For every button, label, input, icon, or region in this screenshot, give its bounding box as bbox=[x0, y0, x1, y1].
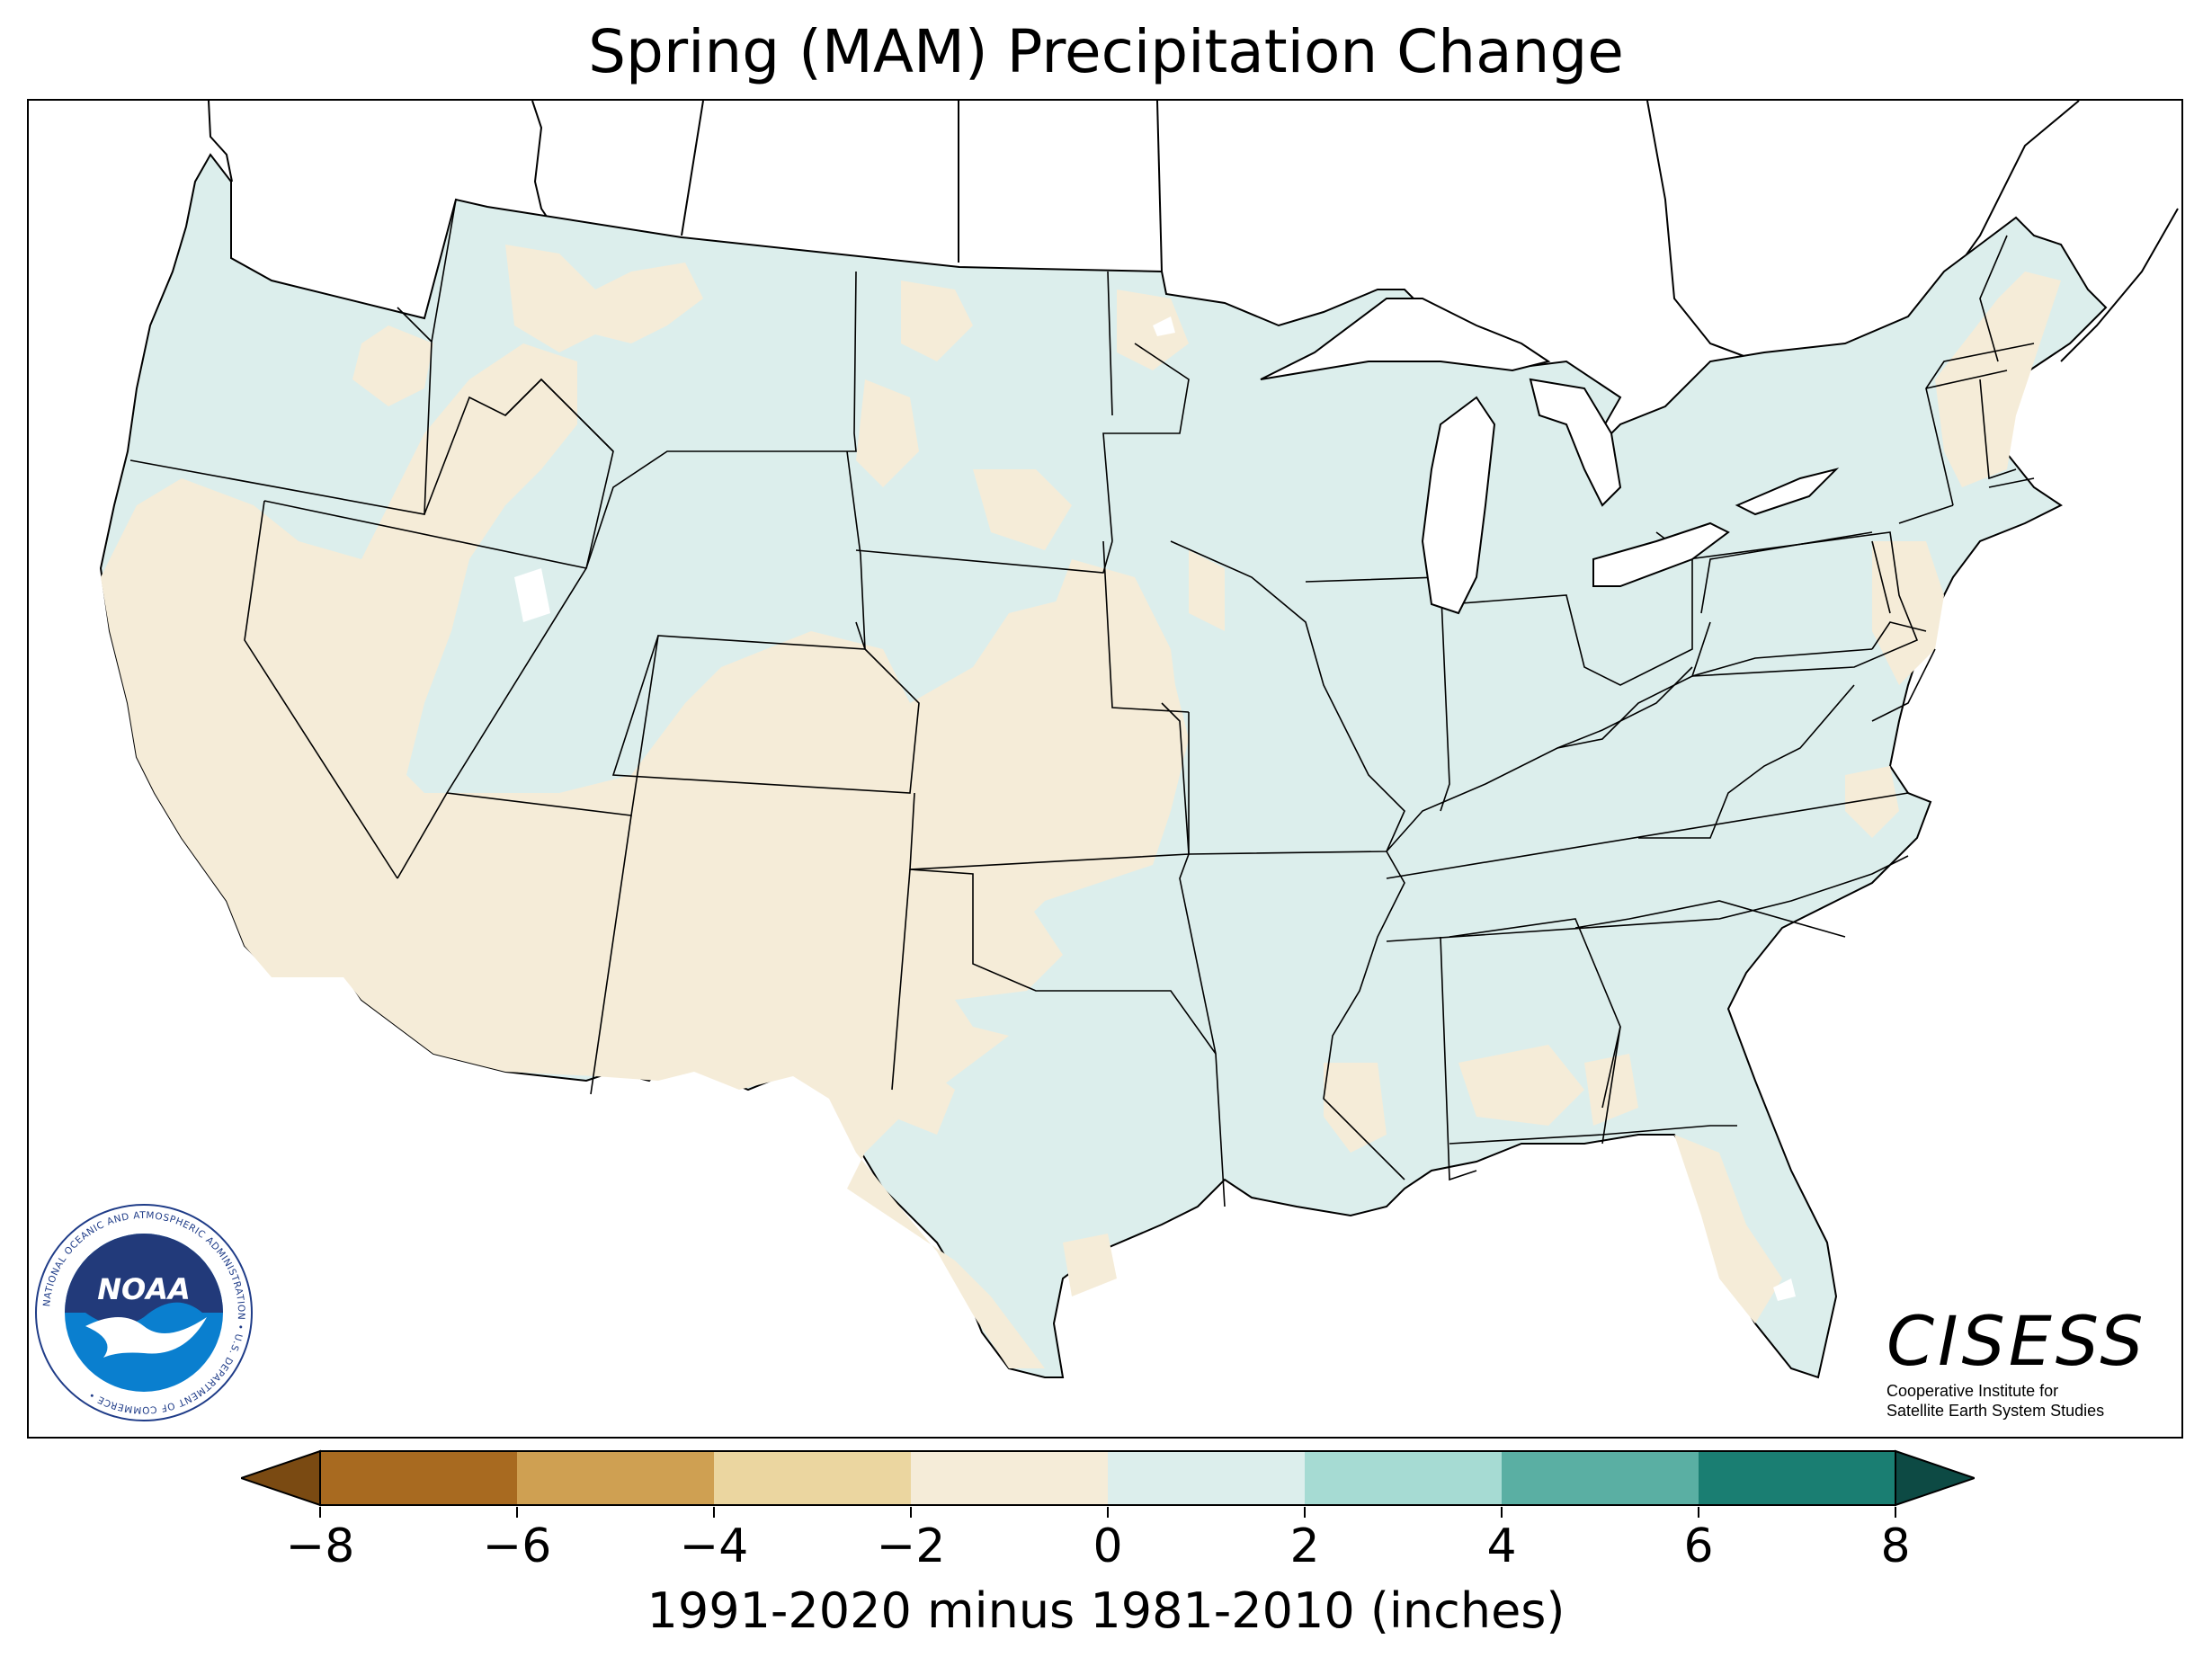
cisess-logo: CISESS Cooperative Institute for Satelli… bbox=[1886, 1305, 2156, 1421]
cisess-subtitle-1: Cooperative Institute for bbox=[1886, 1382, 2059, 1400]
colorbar bbox=[241, 1449, 1975, 1507]
border-manitoba-ontario bbox=[1156, 101, 1163, 272]
coastline-gulf-st-lawrence bbox=[2060, 208, 2179, 362]
map-title: Spring (MAM) Precipitation Change bbox=[588, 17, 1624, 86]
noaa-logo: NATIONAL OCEANIC AND ATMOSPHERIC ADMINIS… bbox=[31, 1200, 256, 1425]
colorbar-bin bbox=[1108, 1451, 1306, 1505]
negative-change-areas bbox=[101, 245, 2061, 1368]
cisess-subtitle-2: Satellite Earth System Studies bbox=[1886, 1402, 2105, 1420]
colorbar-tick-label: 8 bbox=[1880, 1519, 1911, 1573]
coastline-bc bbox=[208, 101, 233, 183]
colorbar-tick-mark bbox=[1501, 1507, 1503, 1518]
border-alberta-sask bbox=[681, 101, 704, 236]
colorbar-bin bbox=[1502, 1451, 1699, 1505]
state-borders bbox=[129, 199, 2035, 1207]
colorbar-over-arrow bbox=[1895, 1449, 1975, 1507]
cisess-wordmark: CISESS bbox=[1886, 1301, 2147, 1381]
us-precipitation-change-map bbox=[99, 101, 2179, 1379]
colorbar-tick-mark bbox=[1895, 1507, 1896, 1518]
colorbar-bin bbox=[517, 1451, 715, 1505]
colorbar-tick-label: 4 bbox=[1486, 1519, 1517, 1573]
colorbar-tick-mark bbox=[1698, 1507, 1699, 1518]
colorbar-tick-label: −4 bbox=[679, 1519, 749, 1573]
colorbar-tick-label: −6 bbox=[482, 1519, 552, 1573]
colorbar-tick-mark bbox=[319, 1507, 321, 1518]
colorbar-tick-label: 6 bbox=[1683, 1519, 1714, 1573]
map-panel bbox=[27, 99, 2183, 1439]
colorbar-tick-label: 2 bbox=[1289, 1519, 1320, 1573]
colorbar-bin bbox=[1305, 1451, 1503, 1505]
colorbar-tick-label: −2 bbox=[876, 1519, 946, 1573]
colorbar-tick-label: 0 bbox=[1093, 1519, 1123, 1573]
colorbar-bin bbox=[714, 1451, 912, 1505]
great-lakes bbox=[1260, 298, 1840, 615]
colorbar-label: 1991-2020 minus 1981-2010 (inches) bbox=[647, 1582, 1565, 1639]
colorbar-outline bbox=[319, 1450, 1896, 1506]
coastline-hudson bbox=[1646, 101, 1855, 372]
colorbar-tick-label: −8 bbox=[285, 1519, 355, 1573]
colorbar-under-arrow bbox=[241, 1449, 321, 1507]
colorbar-tick-mark bbox=[910, 1507, 912, 1518]
colorbar-tick-mark bbox=[516, 1507, 518, 1518]
colorbar-tick-mark bbox=[1304, 1507, 1306, 1518]
noaa-wordmark: NOAA bbox=[97, 1272, 191, 1306]
colorbar-tick-mark bbox=[1107, 1507, 1109, 1518]
colorbar-bin bbox=[911, 1451, 1109, 1505]
colorbar-bin bbox=[1699, 1451, 1896, 1505]
colorbar-bin bbox=[320, 1451, 518, 1505]
colorbar-tick-mark bbox=[713, 1507, 715, 1518]
